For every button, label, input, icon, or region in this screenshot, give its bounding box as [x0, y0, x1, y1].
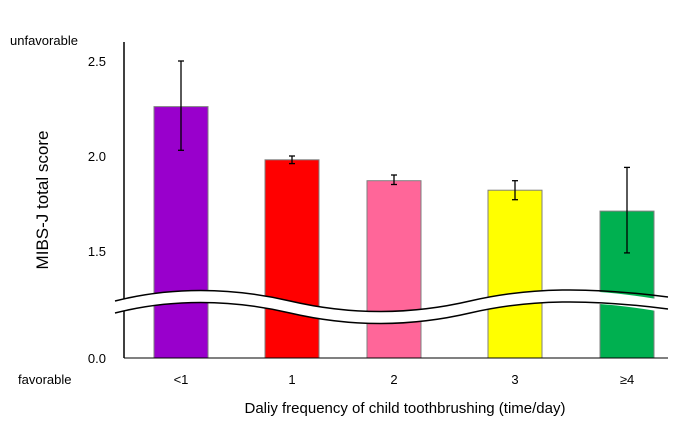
- x-tick-label: 3: [511, 372, 518, 387]
- y-tick-label: 2.0: [88, 149, 106, 164]
- x-tick-label: <1: [174, 372, 189, 387]
- y-tick-label: 2.5: [88, 54, 106, 69]
- y-tick-label: 0.0: [88, 351, 106, 366]
- x-tick-label: 1: [288, 372, 295, 387]
- top-annotation: unfavorable: [10, 33, 78, 48]
- y-axis-label: MIBS-J total score: [33, 131, 52, 270]
- x-axis-label: Daliy frequency of child toothbrushing (…: [245, 400, 566, 417]
- bottom-annotation: favorable: [18, 372, 71, 387]
- bar-3: [487, 189, 543, 359]
- y-tick-label: 1.5: [88, 244, 106, 259]
- x-tick-label: 2: [390, 372, 397, 387]
- x-tick-label: ≥4: [620, 372, 634, 387]
- bar-2: [366, 180, 422, 359]
- bar-1: [264, 159, 320, 359]
- axis-break: [114, 289, 669, 325]
